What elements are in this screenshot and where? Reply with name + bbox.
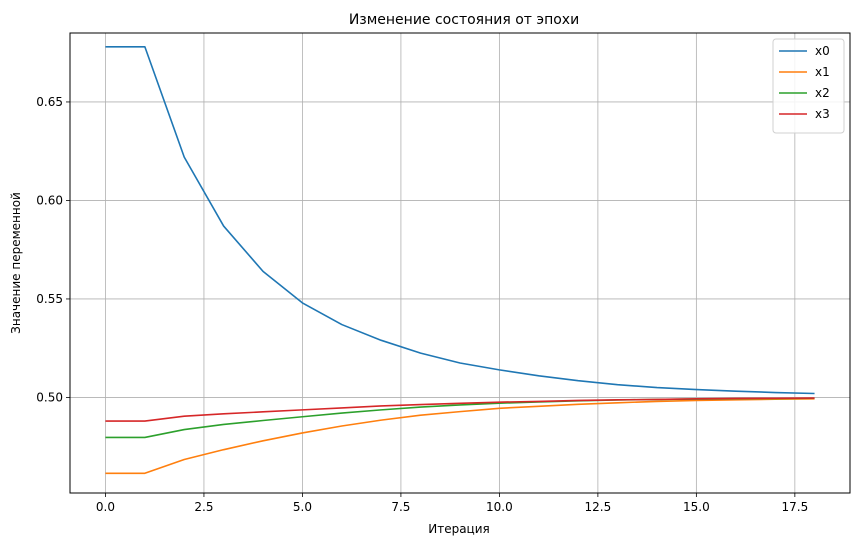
x-tick-label: 12.5 xyxy=(585,500,612,514)
x-tick-label: 7.5 xyxy=(391,500,410,514)
legend-label-x1: x1 xyxy=(815,65,830,79)
x-tick-label: 15.0 xyxy=(683,500,710,514)
x-tick-label: 10.0 xyxy=(486,500,513,514)
plot-frame xyxy=(69,32,851,494)
grid xyxy=(70,33,850,493)
series-lines xyxy=(105,45,815,475)
y-tick-label: 0.65 xyxy=(36,95,63,109)
x-tick-label: 17.5 xyxy=(781,500,808,514)
legend-label-x0: x0 xyxy=(815,44,830,58)
series-line-x0 xyxy=(105,45,815,395)
x-axis-label: Итерация xyxy=(428,522,490,536)
y-axis-label: Значение переменной xyxy=(9,192,23,334)
y-tick-label: 0.50 xyxy=(36,390,63,404)
legend: x0 x1 x2 x3 xyxy=(772,38,845,134)
chart-title: Изменение состояния от эпохи xyxy=(349,12,579,28)
y-tick-label: 0.55 xyxy=(36,292,63,306)
y-tick-label: 0.60 xyxy=(36,193,63,207)
x-tick-label: 2.5 xyxy=(194,500,213,514)
legend-label-x2: x2 xyxy=(815,86,830,100)
series-line-x3 xyxy=(105,397,815,422)
legend-box xyxy=(772,38,845,134)
legend-label-x3: x3 xyxy=(815,107,830,121)
x-tick-label: 0.0 xyxy=(96,500,115,514)
series-line-x1 xyxy=(105,398,815,475)
x-tick-label: 5.0 xyxy=(293,500,312,514)
axis-ticks: 0.0 2.5 5.0 7.5 10.0 12.5 15.0 17.5 0.50 0.55 0.60… xyxy=(36,95,808,514)
